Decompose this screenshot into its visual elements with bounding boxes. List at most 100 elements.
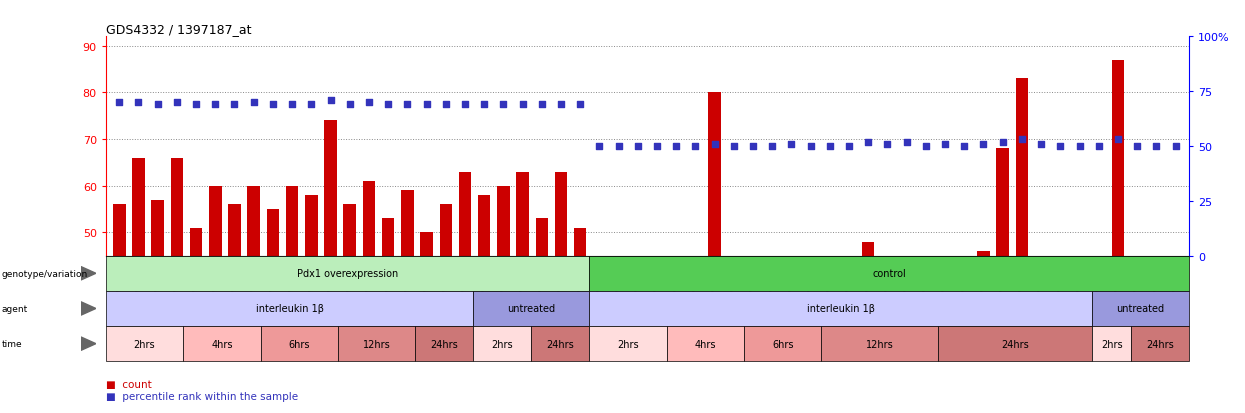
Point (801, 143, 820, 150)
Bar (670, 349, 682, 413)
Bar (189, 228, 203, 413)
Point (589, 143, 609, 150)
Text: agent: agent (1, 304, 27, 313)
Bar (555, 172, 568, 413)
Bar (593, 330, 605, 413)
Bar (401, 191, 413, 413)
Point (1147, 143, 1167, 150)
Bar (1055, 340, 1067, 413)
Text: control: control (873, 268, 906, 279)
Polygon shape (81, 267, 96, 280)
Bar (286, 186, 299, 413)
Text: 24hrs: 24hrs (547, 339, 574, 349)
Text: 24hrs: 24hrs (1147, 339, 1174, 349)
Point (263, 102, 283, 108)
Point (1088, 143, 1108, 150)
Bar (362, 182, 375, 413)
Point (1031, 141, 1051, 148)
Text: genotype/variation: genotype/variation (1, 269, 87, 278)
Bar (977, 252, 990, 413)
Text: 6hrs: 6hrs (289, 339, 310, 349)
Text: 2hrs: 2hrs (133, 339, 156, 349)
Bar (171, 158, 183, 413)
Bar (1112, 60, 1124, 413)
Point (627, 143, 647, 150)
Bar (324, 121, 336, 413)
Point (647, 143, 667, 150)
Point (187, 102, 207, 108)
Text: ■  percentile rank within the sample: ■ percentile rank within the sample (106, 392, 298, 401)
Bar (1150, 340, 1163, 413)
Point (935, 141, 955, 148)
Text: 24hrs: 24hrs (431, 339, 458, 349)
Bar (766, 340, 778, 413)
Bar (1016, 79, 1028, 413)
Point (436, 102, 456, 108)
Bar (690, 340, 702, 413)
Bar (497, 186, 509, 413)
Point (1069, 143, 1089, 150)
Point (532, 102, 552, 108)
Point (205, 102, 225, 108)
Point (359, 100, 378, 106)
Bar (305, 195, 317, 413)
Bar (458, 172, 471, 413)
Point (128, 100, 148, 106)
Bar (900, 256, 913, 413)
Bar (786, 340, 798, 413)
Text: 6hrs: 6hrs (772, 339, 793, 349)
Text: 12hrs: 12hrs (362, 339, 391, 349)
Point (1165, 143, 1185, 150)
Bar (939, 303, 951, 413)
Bar (843, 321, 855, 413)
Bar (209, 186, 222, 413)
Point (320, 97, 340, 104)
Bar (920, 326, 933, 413)
Bar (862, 242, 874, 413)
Bar (535, 219, 548, 413)
Bar (996, 149, 1008, 413)
Point (552, 102, 571, 108)
Bar (747, 354, 759, 413)
Point (340, 102, 360, 108)
Bar (1035, 340, 1047, 413)
Bar (421, 233, 433, 413)
Bar (228, 205, 240, 413)
Point (283, 102, 303, 108)
Point (782, 141, 802, 148)
Point (955, 143, 975, 150)
Point (224, 102, 244, 108)
Bar (631, 368, 644, 413)
Point (454, 102, 474, 108)
Point (1012, 137, 1032, 143)
Text: 4hrs: 4hrs (212, 339, 233, 349)
Bar (613, 340, 625, 413)
Text: interleukin 1β: interleukin 1β (255, 304, 324, 314)
Bar (266, 209, 279, 413)
Bar (113, 205, 126, 413)
Bar (382, 219, 395, 413)
Point (244, 100, 264, 106)
Point (417, 102, 437, 108)
Bar (959, 330, 971, 413)
Text: 2hrs: 2hrs (492, 339, 513, 349)
Bar (152, 200, 164, 413)
Text: interleukin 1β: interleukin 1β (807, 304, 875, 314)
Point (609, 143, 629, 150)
Point (1108, 137, 1128, 143)
Point (110, 100, 129, 106)
Point (493, 102, 513, 108)
Point (397, 102, 417, 108)
Point (378, 102, 398, 108)
Point (839, 143, 859, 150)
Point (974, 141, 994, 148)
Point (148, 102, 168, 108)
Point (878, 141, 898, 148)
Point (474, 102, 494, 108)
Bar (132, 158, 144, 413)
Point (705, 141, 725, 148)
Bar (1073, 340, 1086, 413)
Bar (517, 172, 529, 413)
Text: 2hrs: 2hrs (1101, 339, 1123, 349)
Point (916, 143, 936, 150)
